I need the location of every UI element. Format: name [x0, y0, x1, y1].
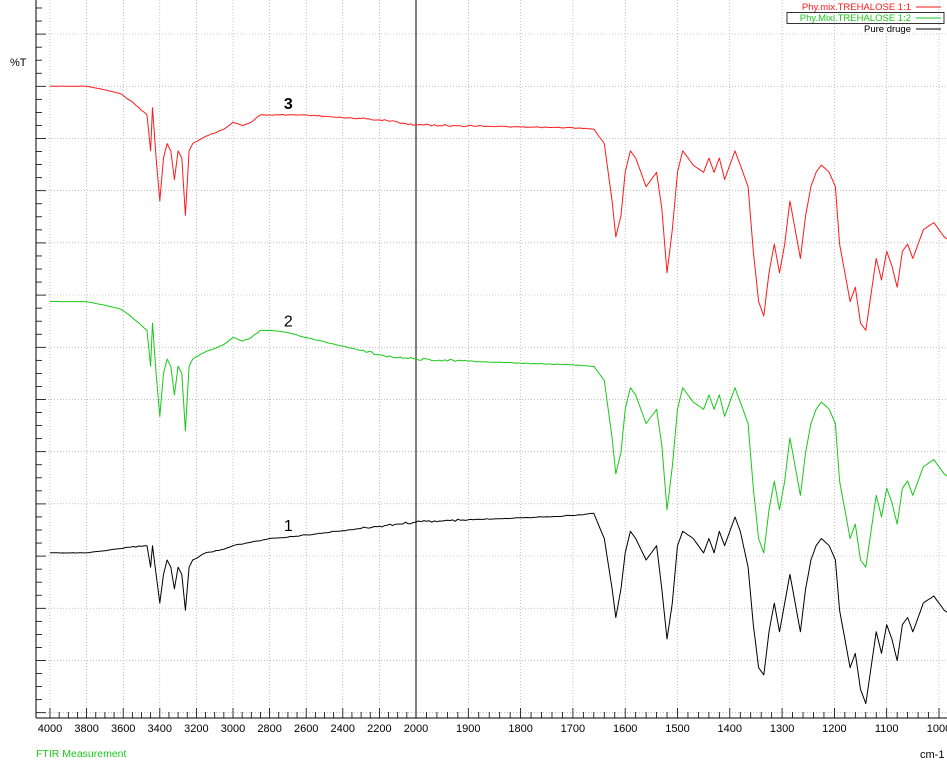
x-tick-label: 3600 — [111, 723, 135, 735]
x-tick-label: 1000 — [927, 723, 947, 735]
x-tick-label: 3200 — [184, 723, 208, 735]
legend-label: Pure druge — [864, 24, 911, 35]
x-tick-label: 1300 — [770, 723, 794, 735]
x-tick-label: 2800 — [257, 723, 281, 735]
legend-label: Phy.Mixi.TREHALOSE 1:2 — [800, 13, 911, 24]
x-tick-label: 4000 — [38, 723, 62, 735]
x-tick-label: 1600 — [613, 723, 637, 735]
x-tick-label: 1800 — [508, 723, 532, 735]
footer-label: FTIR Measurement — [36, 748, 127, 760]
x-tick-label: 1400 — [718, 723, 742, 735]
x-tick-label: 2000 — [404, 723, 428, 735]
series-number-label: 1 — [284, 518, 293, 535]
x-tick-label: 1200 — [822, 723, 846, 735]
x-tick-label: 1500 — [665, 723, 689, 735]
series-number-label: 2 — [284, 313, 293, 330]
x-axis-ticks — [49, 708, 940, 718]
y-axis-ticks — [36, 7, 46, 714]
series-line-1 — [49, 512, 947, 705]
legend-label: Phy.mix.TREHALOSE 1:1 — [802, 2, 911, 13]
x-axis-tick-labels: 4000 3800 3600 3400 3200 3000 2800 2600 2400 2200… — [38, 723, 947, 735]
x-tick-label: 1100 — [875, 723, 899, 735]
series-line-3 — [49, 85, 947, 331]
x-tick-label: 1900 — [456, 723, 480, 735]
x-tick-label: 1700 — [561, 723, 585, 735]
x-tick-label: 2200 — [367, 723, 391, 735]
x-tick-label: 3800 — [74, 723, 98, 735]
legend: Phy.mix.TREHALOSE 1:1Phy.Mixi.TREHALOSE … — [786, 2, 945, 35]
x-tick-label: 2600 — [294, 723, 318, 735]
legend-box — [786, 12, 945, 24]
grid — [36, 0, 947, 718]
x-tick-label: 3000 — [221, 723, 245, 735]
x-tick-label: 3400 — [148, 723, 172, 735]
y-axis-label: %T — [10, 57, 27, 69]
series-group — [49, 85, 947, 705]
unit-label: cm-1 — [920, 749, 944, 761]
x-tick-label: 2400 — [331, 723, 355, 735]
series-number-label: 3 — [284, 96, 293, 113]
series-line-2 — [49, 300, 947, 568]
series-number-labels: 3 2 1 — [284, 96, 293, 535]
plot-background — [36, 0, 947, 718]
